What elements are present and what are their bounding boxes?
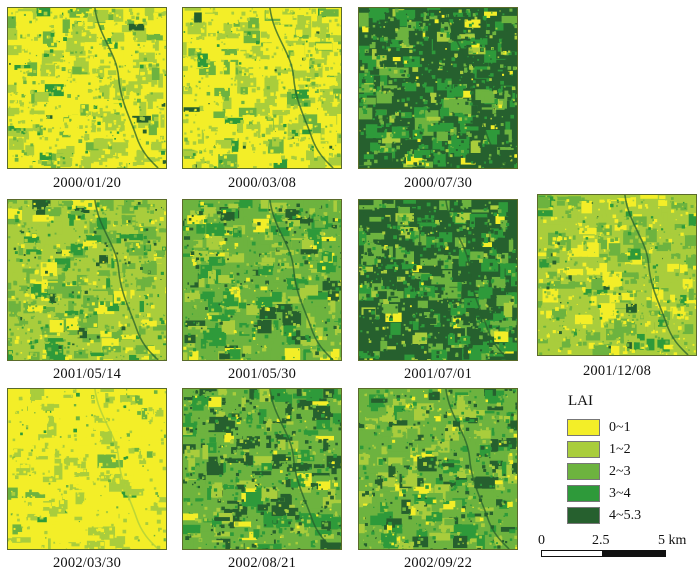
legend-swatch [567,441,600,458]
lai-map-panel [358,199,518,361]
legend-swatch [567,507,600,524]
legend-label: 3~4 [609,486,631,501]
lai-map-image [359,389,517,549]
lai-map-panel [7,199,167,361]
legend-item: 3~4 [540,485,690,503]
legend-label: 1~2 [609,442,631,457]
legend-item: 1~2 [540,441,690,459]
legend-swatch [567,463,600,480]
lai-map-panel [182,388,342,550]
lai-map-image [183,200,341,360]
panel-date-caption: 2001/05/14 [52,366,122,382]
panel-date-caption: 2001/05/30 [227,366,297,382]
scale-bar: 0 2.5 5 km [536,533,696,569]
panel-date-caption: 2000/01/20 [52,175,122,191]
lai-map-panel [182,199,342,361]
lai-map-panel [358,7,518,169]
panel-date-caption: 2001/12/08 [582,363,652,379]
legend-item: 2~3 [540,463,690,481]
lai-map-panel [182,7,342,169]
legend-label: 0~1 [609,420,631,435]
scale-bar-white-segment [541,550,603,557]
lai-map-panel [537,194,697,356]
lai-map-panel [7,388,167,550]
scale-tick-label: 2.5 [592,533,610,548]
scale-tick-label: 5 km [658,533,687,548]
lai-map-image [359,200,517,360]
panel-date-caption: 2001/07/01 [403,366,473,382]
panel-date-caption: 2002/03/30 [52,555,122,571]
lai-map-image [359,8,517,168]
panel-date-caption: 2000/03/08 [227,175,297,191]
lai-map-image [183,8,341,168]
lai-map-image [8,8,166,168]
panel-date-caption: 2002/08/21 [227,555,297,571]
legend-item: 0~1 [540,419,690,437]
lai-map-image [8,200,166,360]
lai-map-panel [358,388,518,550]
lai-map-image [538,195,696,355]
panel-date-caption: 2000/07/30 [403,175,473,191]
legend-title: LAI [568,393,593,409]
legend-swatch [567,419,600,436]
scale-tick-label: 0 [538,533,545,548]
scale-bar-black-segment [603,550,666,557]
panel-date-caption: 2002/09/22 [403,555,473,571]
legend-label: 4~5.3 [609,508,642,523]
legend-label: 2~3 [609,464,631,479]
legend-swatch [567,485,600,502]
lai-map-panel [7,7,167,169]
lai-map-image [8,389,166,549]
legend-item: 4~5.3 [540,507,690,525]
lai-map-image [183,389,341,549]
